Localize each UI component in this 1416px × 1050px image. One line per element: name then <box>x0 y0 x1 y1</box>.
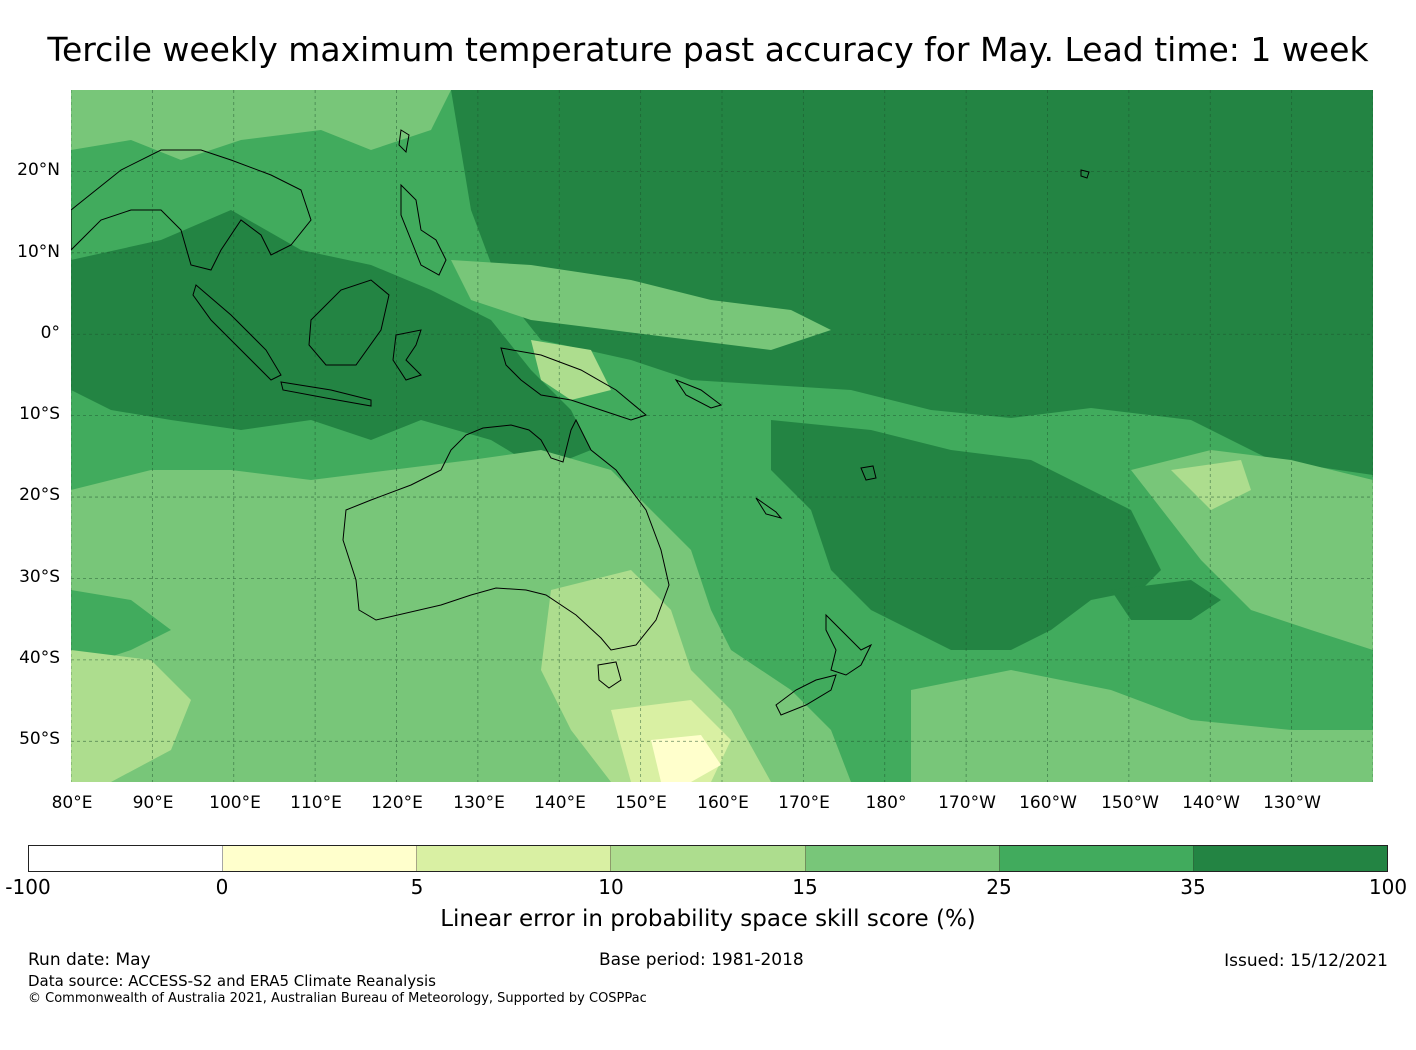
lon-label-80e: 80°E <box>51 793 93 813</box>
graticule <box>71 90 1373 782</box>
map-title: Tercile weekly maximum temperature past … <box>47 30 1369 69</box>
map-canvas <box>71 90 1373 782</box>
coastline-tasmania <box>597 661 622 689</box>
lon-label-150w: 150°W <box>1101 793 1159 813</box>
colorbar-tick-7: 35 <box>1180 875 1206 899</box>
data-source: Data source: ACCESS-S2 and ERA5 Climate … <box>28 972 436 990</box>
colorbar-segment-1 <box>29 846 224 871</box>
skill-region-low-east-pacific <box>1171 460 1251 510</box>
copyright: © Commonwealth of Australia 2021, Austra… <box>28 991 647 1006</box>
colorbar-tick-6: 25 <box>986 875 1012 899</box>
colorbar-segment-3 <box>417 846 612 871</box>
coastline-borneo <box>308 279 390 366</box>
skill-region-medium-east <box>1131 450 1373 650</box>
coastline-fiji <box>860 465 877 481</box>
lat-label-40s: 40°S <box>19 648 60 668</box>
lon-label-150e: 150°E <box>615 793 667 813</box>
coastline-philippines <box>400 183 447 276</box>
coastline-new-zealand-north <box>825 613 873 676</box>
colorbar-tick-4: 10 <box>598 875 624 899</box>
run-date: Run date: May <box>28 950 151 970</box>
colorbar-tick-1: -100 <box>5 875 51 899</box>
coastline-taiwan <box>398 129 410 154</box>
lon-label-130e: 130°E <box>453 793 505 813</box>
coastline-sumatra <box>192 284 282 381</box>
skill-region-low-southwest <box>71 650 191 782</box>
lat-label-30s: 30°S <box>19 567 60 587</box>
issued-date: Issued: 15/12/2021 <box>1224 951 1388 971</box>
lat-label-50s: 50°S <box>19 729 60 749</box>
lon-label-170e: 170°E <box>778 793 830 813</box>
coastline-new-guinea <box>500 347 648 421</box>
skill-region-medium-equatorial <box>451 260 831 350</box>
lon-label-120e: 120°E <box>371 793 423 813</box>
colorbar-label: Linear error in probability space skill … <box>440 906 976 932</box>
lat-label-10n: 10°N <box>17 242 60 262</box>
lat-label-20n: 20°N <box>17 160 60 180</box>
lon-label-160e: 160°E <box>697 793 749 813</box>
coastline-hawaii <box>1080 169 1090 179</box>
skill-region-high-maritime <box>71 210 591 470</box>
lon-label-160w: 160°W <box>1019 793 1077 813</box>
skill-region-medium-north <box>71 90 451 160</box>
colorbar-segment-2 <box>223 846 418 871</box>
lon-label-140e: 140°E <box>534 793 586 813</box>
colorbar-segment-4 <box>611 846 806 871</box>
skill-region-medium-south <box>911 670 1373 782</box>
colorbar-segment-5 <box>805 846 1000 871</box>
lon-label-140w: 140°W <box>1182 793 1240 813</box>
coastline-java <box>280 381 372 407</box>
skill-score-map <box>71 90 1373 782</box>
lat-label-0: 0° <box>40 323 60 343</box>
coastline-indochina <box>71 149 312 271</box>
skill-region-high-north-pacific <box>451 90 1373 475</box>
lon-label-110e: 110°E <box>290 793 342 813</box>
colorbar <box>28 845 1388 872</box>
lat-label-20s: 20°S <box>19 485 60 505</box>
colorbar-segment-7 <box>1193 846 1387 871</box>
skill-region-lowest-south <box>651 735 721 782</box>
colorbar-tick-5: 15 <box>792 875 818 899</box>
colorbar-tick-2: 0 <box>215 875 229 899</box>
colorbar-tick-3: 5 <box>410 875 424 899</box>
coastlines <box>71 129 1090 716</box>
colorbar-tick-8: 100 <box>1368 875 1408 899</box>
lat-label-10s: 10°S <box>19 404 60 424</box>
coastline-australia <box>342 418 670 651</box>
lon-label-90e: 90°E <box>132 793 174 813</box>
coastline-new-caledonia <box>755 497 783 519</box>
coastline-sulawesi <box>392 329 422 381</box>
coastline-solomon <box>674 378 723 409</box>
lon-label-170w: 170°W <box>938 793 996 813</box>
base-period: Base period: 1981-2018 <box>599 950 804 970</box>
skill-region-high-southeast <box>1111 580 1221 620</box>
lon-label-100e: 100°E <box>209 793 261 813</box>
colorbar-segment-6 <box>999 846 1194 871</box>
skill-region-low-png <box>531 340 611 400</box>
coastline-new-zealand-south <box>775 674 837 716</box>
lon-label-130w: 130°W <box>1263 793 1321 813</box>
lon-label-180: 180° <box>865 793 907 813</box>
